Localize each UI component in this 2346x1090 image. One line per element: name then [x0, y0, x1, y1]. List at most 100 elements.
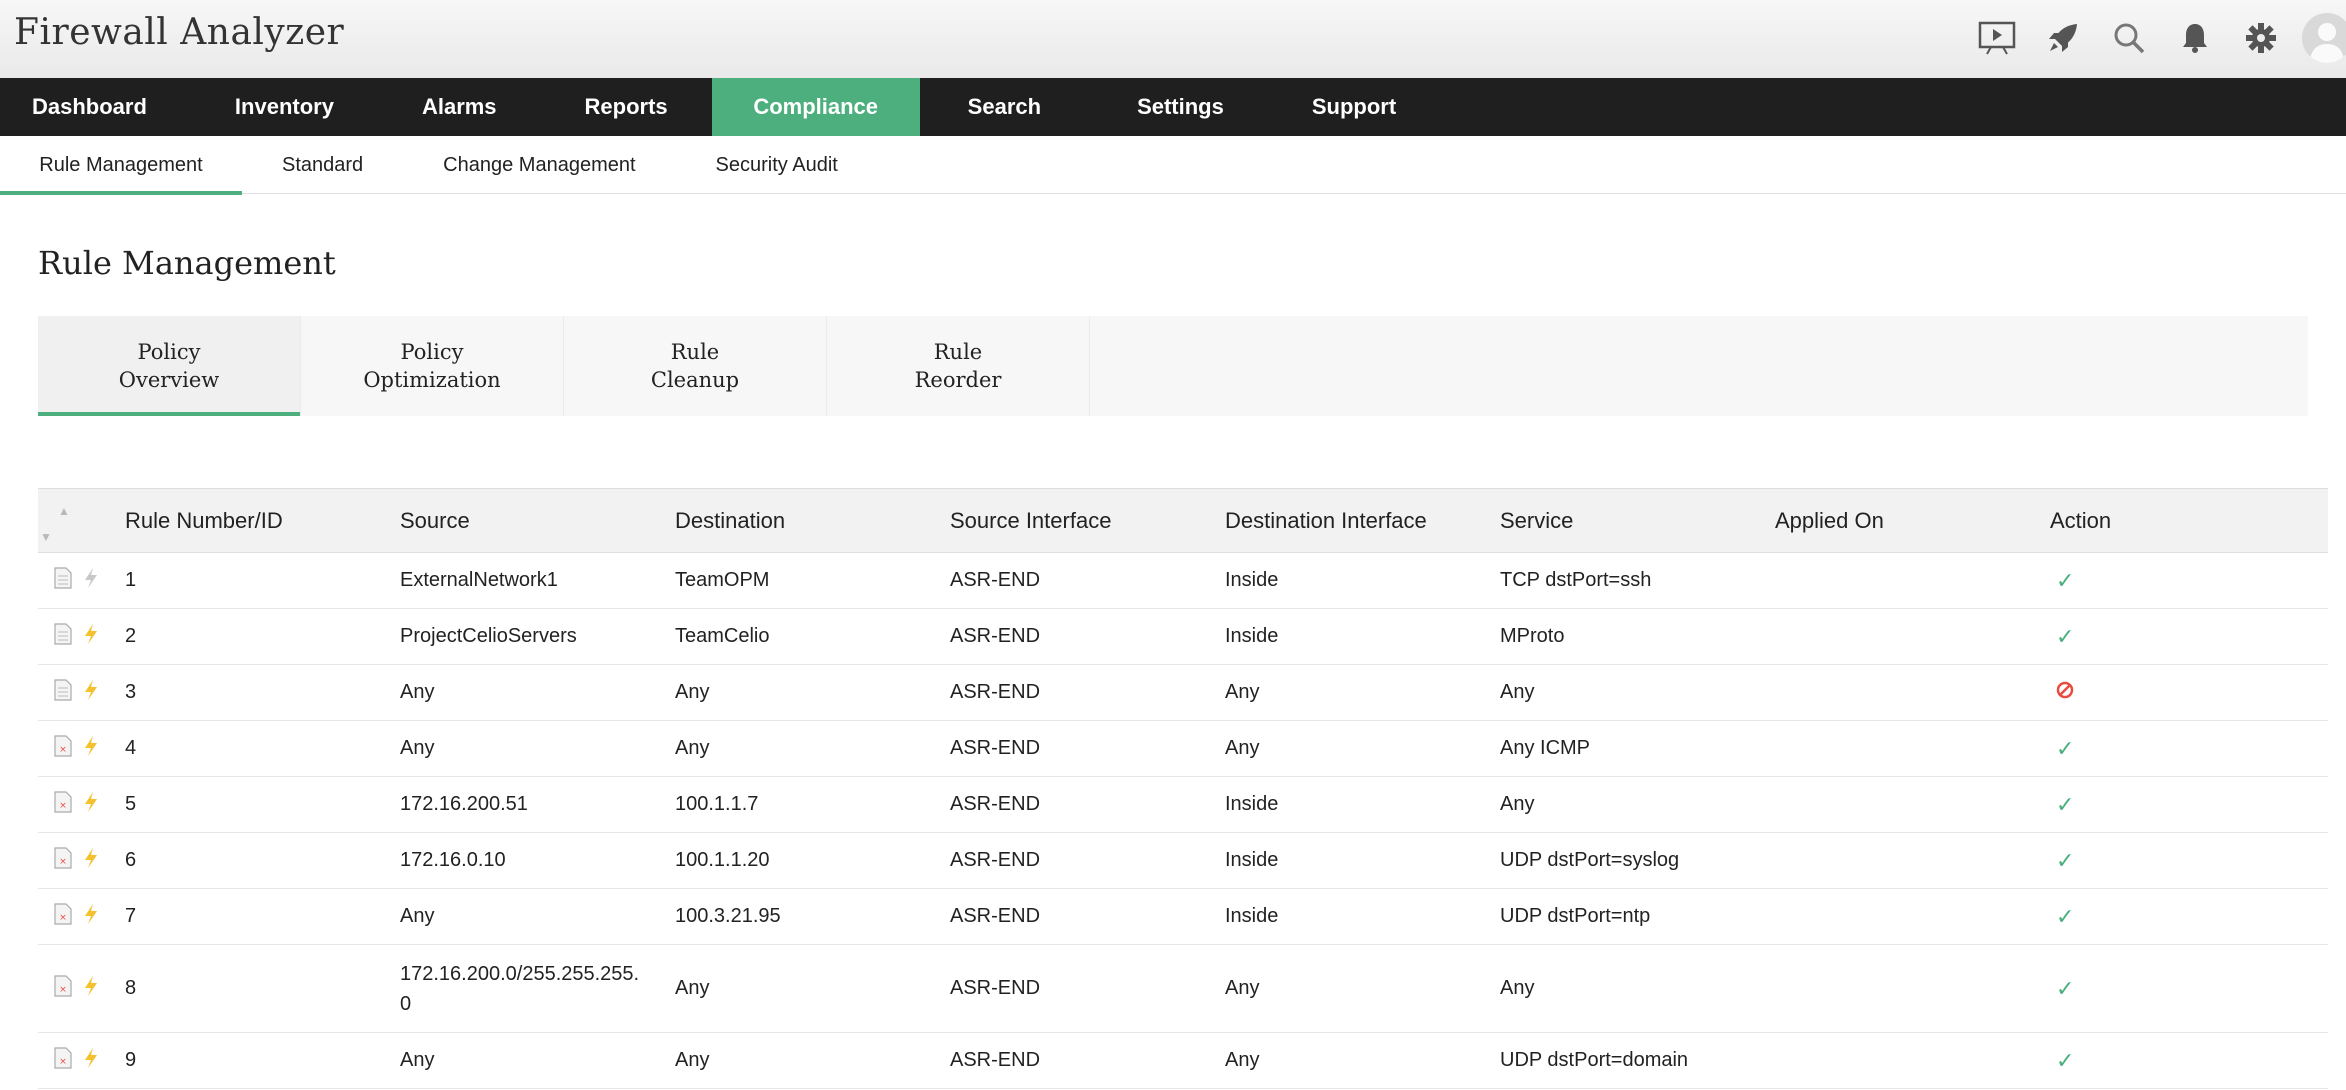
table-row[interactable]: 2 ProjectCelioServers TeamCelio ASR-END Insi… [38, 608, 2328, 665]
cell-destination-interface: Inside [1223, 776, 1498, 833]
allow-check-icon: ✓ [2056, 567, 2075, 593]
cell-service[interactable]: MProto [1498, 608, 1773, 665]
sub-nav: Rule Management Standard Change Manageme… [0, 136, 2346, 195]
user-avatar-icon[interactable] [2302, 13, 2346, 63]
row-icons-cell: × [38, 720, 123, 777]
lightning-icon[interactable] [82, 679, 100, 707]
nav-compliance[interactable]: Compliance [711, 78, 920, 136]
cell-rule-id: 9 [123, 1032, 398, 1089]
cell-destination[interactable]: TeamOPM [673, 552, 948, 609]
table-row[interactable]: 3 Any Any ASR-END Any Any [38, 664, 2328, 721]
table-row[interactable]: × 9 Any Any ASR-END Any UDP dstPort=domain ✓ [38, 1032, 2328, 1089]
cell-action: ✓ [2048, 888, 2328, 945]
nav-search[interactable]: Search [967, 94, 1042, 119]
presentation-icon[interactable] [1964, 12, 2030, 64]
col-destination[interactable]: Destination [673, 488, 948, 553]
cell-destination-interface: Inside [1223, 832, 1498, 889]
tab-rule-reorder[interactable]: Rule Reorder [827, 316, 1090, 416]
table-row[interactable]: × 4 Any Any ASR-END Any Any ICMP ✓ [38, 720, 2328, 777]
lightning-icon[interactable] [82, 791, 100, 819]
cell-destination-interface: Any [1223, 1032, 1498, 1089]
header-toolbar [1964, 12, 2346, 64]
cell-destination[interactable]: TeamCelio [673, 608, 948, 665]
cell-action: ✓ [2048, 1032, 2328, 1089]
cell-action: ✓ [2048, 552, 2328, 609]
nav-inventory[interactable]: Inventory [234, 94, 334, 119]
cell-source-interface: ASR-END [948, 1032, 1223, 1089]
col-action[interactable]: Action [2048, 488, 2328, 553]
cell-destination: Any [673, 1032, 948, 1089]
tab-label-line2: Optimization [363, 368, 501, 392]
cell-action: ✓ [2048, 944, 2328, 1033]
lightning-icon[interactable] [82, 567, 100, 595]
nav-support[interactable]: Support [1311, 94, 1397, 119]
rule-doc-icon[interactable] [54, 678, 72, 707]
cell-destination: Any [673, 944, 948, 1033]
rule-error-doc-icon[interactable]: × [54, 1046, 72, 1075]
col-rule-number[interactable]: Rule Number/ID [123, 488, 398, 553]
lightning-icon[interactable] [82, 847, 100, 875]
rule-error-doc-icon[interactable]: × [54, 974, 72, 1003]
sort-arrows-icon[interactable]: ▲ ▼ [40, 503, 70, 544]
table-row[interactable]: × 7 Any 100.3.21.95 ASR-END Inside UDP dstPort… [38, 888, 2328, 945]
table-row[interactable]: × 8 172.16.200.0/255.255.255.0 Any ASR-END An… [38, 944, 2328, 1033]
search-icon[interactable] [2096, 12, 2162, 64]
cell-source[interactable]: ExternalNetwork1 [398, 552, 673, 609]
row-icons-cell: × [38, 1032, 123, 1089]
rule-error-doc-icon[interactable]: × [54, 846, 72, 875]
cell-applied-on [1773, 776, 2048, 833]
col-source-interface[interactable]: Source Interface [948, 488, 1223, 553]
rules-table: ▲ ▼ Rule Number/ID Source Destination Sou… [38, 488, 2328, 1089]
allow-check-icon: ✓ [2056, 1047, 2075, 1073]
rule-error-doc-icon[interactable]: × [54, 790, 72, 819]
table-row[interactable]: × 6 172.16.0.10 100.1.1.20 ASR-END Inside UDP … [38, 832, 2328, 889]
table-header-row: ▲ ▼ Rule Number/ID Source Destination Sou… [38, 488, 2328, 553]
tab-label-line1: Rule [933, 340, 983, 364]
lightning-icon[interactable] [82, 735, 100, 763]
svg-text:×: × [59, 985, 67, 995]
gear-icon[interactable] [2228, 12, 2294, 64]
nav-reports[interactable]: Reports [584, 94, 668, 119]
svg-text:×: × [59, 801, 67, 811]
nav-dashboard[interactable]: Dashboard [32, 94, 147, 119]
lightning-icon[interactable] [82, 903, 100, 931]
rule-doc-icon[interactable] [54, 566, 72, 595]
cell-source[interactable]: ProjectCelioServers [398, 608, 673, 665]
nav-alarms[interactable]: Alarms [421, 94, 497, 119]
cell-service: Any [1498, 664, 1773, 721]
rule-error-doc-icon[interactable]: × [54, 734, 72, 763]
bell-icon[interactable] [2162, 12, 2228, 64]
subnav-rule-management[interactable]: Rule Management [0, 136, 242, 195]
nav-settings[interactable]: Settings [1137, 94, 1224, 119]
tab-policy-overview[interactable]: Policy Overview [38, 316, 301, 416]
cell-destination: Any [673, 720, 948, 777]
col-source[interactable]: Source [398, 488, 673, 553]
subnav-change-management[interactable]: Change Management [443, 153, 636, 176]
cell-source-interface: ASR-END [948, 944, 1223, 1033]
subnav-security-audit[interactable]: Security Audit [715, 153, 838, 176]
col-applied-on[interactable]: Applied On [1773, 488, 2048, 553]
page-title: Rule Management [38, 244, 336, 282]
cell-source: Any [398, 664, 673, 721]
table-row[interactable]: 1 ExternalNetwork1 TeamOPM ASR-END Inside TCP… [38, 552, 2328, 609]
col-destination-interface[interactable]: Destination Interface [1223, 488, 1498, 553]
lightning-icon[interactable] [82, 623, 100, 651]
cell-destination-interface: Any [1223, 944, 1498, 1033]
row-icons-cell: × [38, 776, 123, 833]
tab-rule-cleanup[interactable]: Rule Cleanup [564, 316, 827, 416]
sort-column-header[interactable]: ▲ ▼ [38, 488, 123, 553]
cell-action: ✓ [2048, 720, 2328, 777]
allow-check-icon: ✓ [2056, 903, 2075, 929]
subnav-standard[interactable]: Standard [282, 153, 364, 176]
col-service[interactable]: Service [1498, 488, 1773, 553]
tab-policy-optimization[interactable]: Policy Optimization [301, 316, 564, 416]
main-nav: Dashboard Inventory Alarms Reports Compl… [0, 78, 2346, 136]
lightning-icon[interactable] [82, 975, 100, 1003]
cell-service: UDP dstPort=ntp [1498, 888, 1773, 945]
rule-error-doc-icon[interactable]: × [54, 902, 72, 931]
rule-doc-icon[interactable] [54, 622, 72, 651]
lightning-icon[interactable] [82, 1047, 100, 1075]
table-row[interactable]: × 5 172.16.200.51 100.1.1.7 ASR-END Inside Any… [38, 776, 2328, 833]
cell-applied-on [1773, 944, 2048, 1033]
rocket-icon[interactable] [2030, 12, 2096, 64]
